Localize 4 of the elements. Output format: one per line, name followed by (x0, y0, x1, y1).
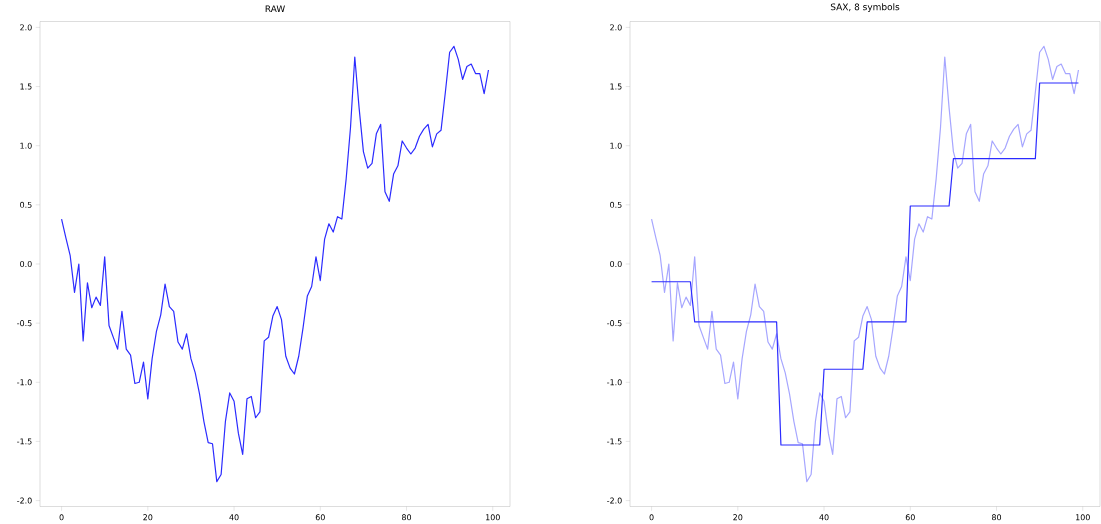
line-series (650, 45, 1080, 483)
chart-title: RAW (265, 5, 285, 13)
chart-title: SAX, 8 symbols (830, 3, 900, 13)
line-series (60, 45, 490, 483)
